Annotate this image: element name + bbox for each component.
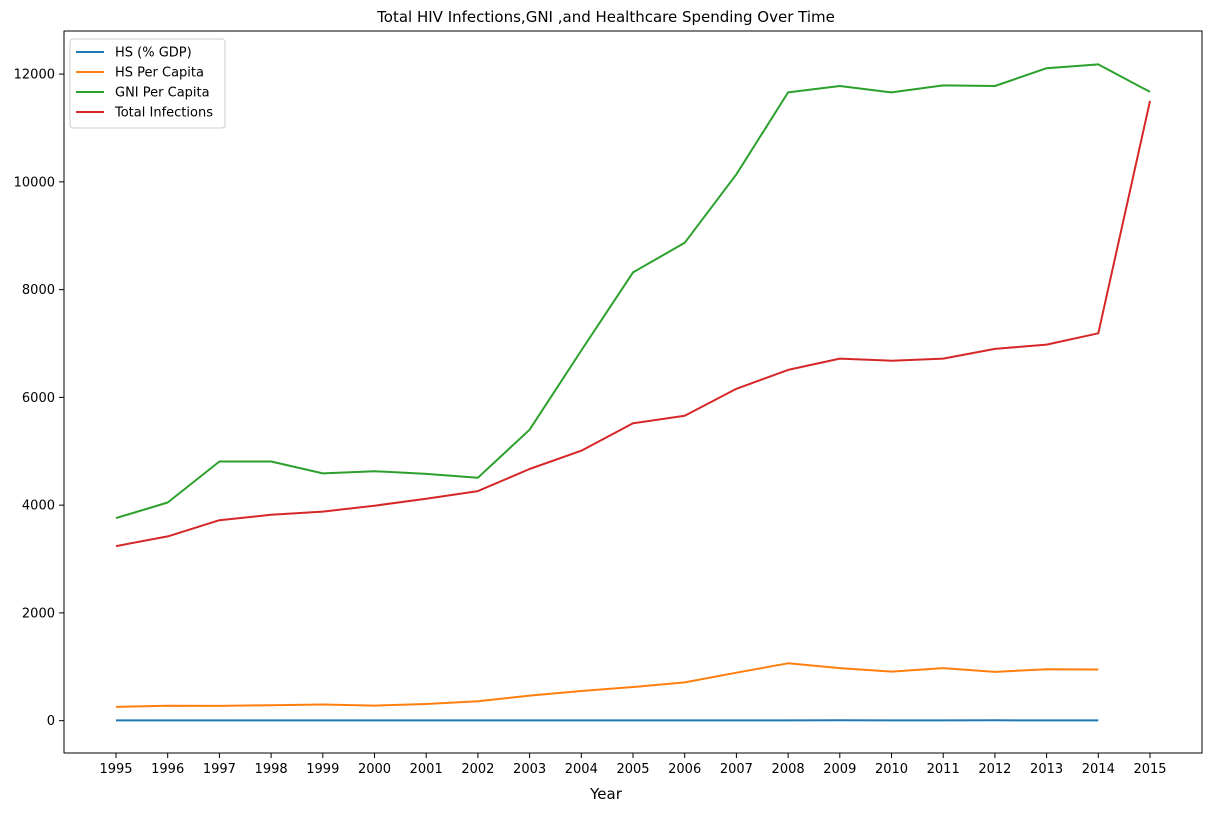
x-tick-label: 1998: [255, 762, 288, 777]
x-tick-label: 2003: [513, 762, 546, 777]
x-tick-label: 2012: [978, 762, 1011, 777]
legend-label-hs-per-capita: HS Per Capita: [115, 66, 204, 81]
x-tick-label: 2000: [358, 762, 391, 777]
x-tick-label: 2010: [875, 762, 908, 777]
x-tick-label: 2005: [616, 762, 649, 777]
x-tick-label: 2007: [720, 762, 753, 777]
x-tick-label: 2008: [772, 762, 805, 777]
x-tick-label: 2014: [1082, 762, 1115, 777]
series-group: [116, 64, 1150, 720]
x-tick-label: 1999: [306, 762, 339, 777]
legend-label-hs-gdp: HS (% GDP): [115, 46, 192, 61]
y-tick-label: 0: [47, 714, 55, 729]
x-tick-label: 1996: [151, 762, 184, 777]
x-tick-label: 2006: [668, 762, 701, 777]
plot-area-frame: [64, 31, 1202, 753]
legend-label-total-infections: Total Infections: [114, 106, 213, 121]
x-tick-label: 1995: [99, 762, 132, 777]
y-tick-label: 6000: [22, 391, 55, 406]
legend: HS (% GDP) HS Per Capita GNI Per Capita Tot…: [70, 39, 225, 128]
series-line-total-infections: [116, 101, 1150, 546]
y-tick-label: 4000: [22, 499, 55, 514]
y-tick-label: 12000: [14, 68, 55, 83]
x-tick-label: 2002: [461, 762, 494, 777]
y-axis: 0 2000 4000 6000 8000 10000 12000: [14, 68, 64, 730]
x-axis-label: Year: [589, 785, 623, 803]
x-tick-label: 2011: [927, 762, 960, 777]
x-tick-label: 2009: [823, 762, 856, 777]
x-axis: 1995 1996 1997 1998 1999 2000 2001 2002 2003 2004…: [99, 753, 1166, 777]
x-tick-label: 1997: [203, 762, 236, 777]
y-tick-label: 10000: [14, 175, 55, 190]
x-tick-label: 2001: [410, 762, 443, 777]
series-line-gni-per-capita: [116, 64, 1150, 518]
y-tick-label: 8000: [22, 283, 55, 298]
x-tick-label: 2015: [1133, 762, 1166, 777]
legend-label-gni-per-capita: GNI Per Capita: [115, 86, 210, 101]
series-line-hs-per-capita: [116, 663, 1098, 707]
x-tick-label: 2013: [1030, 762, 1063, 777]
x-tick-label: 2004: [565, 762, 598, 777]
y-tick-label: 2000: [22, 606, 55, 621]
chart-title: Total HIV Infections,GNI ,and Healthcare…: [376, 8, 835, 26]
